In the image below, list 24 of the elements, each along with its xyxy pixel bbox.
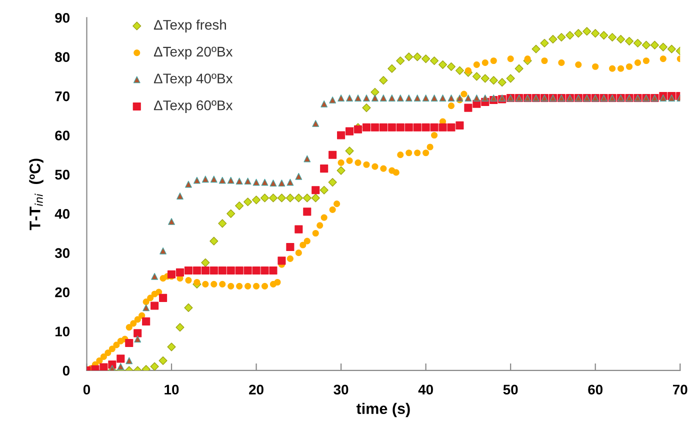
- y-tick-label: 30: [54, 248, 70, 258]
- y-tick-label: 50: [55, 170, 70, 180]
- legend-label: ΔTexp 60ºBx: [154, 100, 233, 114]
- legend-label: ΔTexp fresh: [154, 20, 226, 33]
- x-tick-label: 60: [588, 384, 603, 395]
- x-tick-label: 10: [164, 384, 179, 395]
- y-tick-label: 20: [55, 287, 70, 298]
- y-tick-label: 10: [56, 326, 70, 336]
- y-tick-label: 80: [55, 52, 70, 62]
- x-tick-label: 40: [418, 384, 433, 395]
- x-tick-label: 0: [83, 384, 90, 395]
- y-tick-label: 70: [55, 91, 70, 102]
- y-tick-label: 40: [54, 208, 70, 219]
- legend-label: ΔTexp 20ºBx: [154, 46, 233, 60]
- y-axis-title: T-T$_{ini}$ (ºC): [29, 158, 44, 230]
- x-tick-label: 30: [334, 384, 348, 395]
- legend-label: ΔTexp 40ºBx: [154, 74, 233, 86]
- y-tick-label: 90: [55, 12, 70, 23]
- x-axis-title: time (s): [356, 402, 410, 418]
- x-tick-label: 20: [249, 384, 264, 395]
- y-tick-label: 60: [55, 130, 70, 140]
- x-tick-label: 70: [672, 384, 688, 395]
- y-tick-label: 0: [62, 366, 70, 376]
- x-tick-label: 50: [503, 384, 518, 395]
